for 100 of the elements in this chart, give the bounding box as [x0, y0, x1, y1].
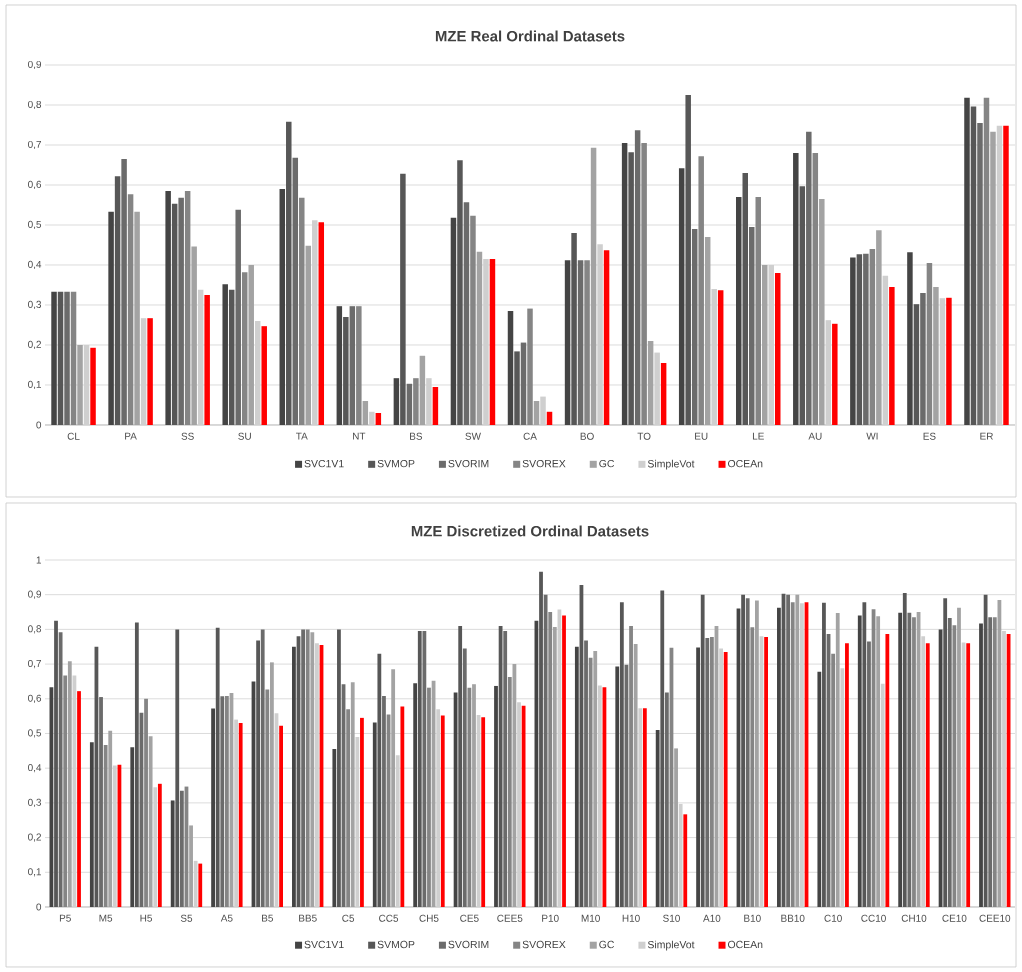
x-tick-label: CC5 — [379, 914, 399, 922]
bar — [902, 592, 907, 907]
bar — [503, 631, 508, 907]
bar — [762, 264, 768, 425]
legend-label: SVMOP — [377, 940, 415, 949]
bar — [755, 196, 761, 425]
bar — [619, 602, 624, 907]
bar — [70, 291, 77, 425]
bar — [318, 222, 325, 425]
bar — [343, 316, 349, 425]
x-tick-label: TO — [637, 432, 651, 440]
x-tick-label: CL — [67, 432, 80, 440]
x-tick-label: CEE10 — [979, 914, 1011, 922]
bar — [127, 194, 134, 425]
bar — [574, 646, 579, 907]
bar — [494, 685, 498, 907]
bar — [463, 202, 470, 425]
bar — [990, 131, 996, 425]
bar — [440, 715, 445, 907]
bar — [633, 643, 638, 907]
bar — [876, 230, 882, 425]
bar — [983, 594, 988, 907]
bar — [178, 197, 184, 425]
x-tick-label: C10 — [824, 914, 842, 922]
bar — [527, 308, 533, 425]
bar — [696, 647, 700, 907]
bar — [189, 825, 193, 907]
x-tick-label: EU — [695, 432, 708, 440]
bar — [375, 412, 382, 425]
bar — [966, 643, 971, 907]
bar — [134, 211, 140, 425]
bar — [362, 400, 369, 425]
y-tick-label: 0,1 — [28, 868, 42, 877]
bar — [603, 250, 610, 425]
bar — [755, 600, 759, 907]
bar — [970, 106, 977, 425]
bar — [450, 217, 457, 425]
bar — [467, 687, 472, 907]
x-tick-label: TA — [296, 432, 308, 440]
bar — [54, 620, 58, 907]
bar — [299, 197, 305, 425]
bar — [346, 709, 351, 907]
bar — [628, 152, 634, 425]
bar — [372, 722, 377, 907]
y-tick-label: 0,6 — [28, 694, 42, 703]
bar — [664, 692, 669, 907]
bar — [898, 612, 903, 907]
bar — [926, 262, 933, 425]
bar — [507, 676, 512, 907]
bar — [279, 725, 283, 907]
bar — [933, 286, 939, 425]
bar — [750, 627, 755, 907]
bar — [856, 254, 863, 425]
bar — [261, 326, 267, 425]
y-tick-label: 0,4 — [28, 260, 42, 270]
bar — [157, 783, 162, 907]
bar — [99, 697, 103, 907]
bar — [817, 671, 822, 907]
bar — [241, 272, 248, 425]
bar — [717, 290, 724, 425]
legend-label: OCEAn — [728, 459, 763, 468]
bar — [336, 306, 343, 425]
legend-label: GC — [599, 459, 615, 468]
bar — [548, 612, 553, 907]
bar — [634, 130, 641, 425]
bar — [641, 142, 647, 425]
bar — [337, 629, 341, 907]
bar — [64, 291, 70, 425]
bar — [77, 344, 83, 425]
bar — [462, 648, 467, 907]
bar — [795, 594, 800, 907]
bar — [552, 626, 557, 907]
y-tick-label: 0 — [36, 421, 42, 429]
y-tick-label: 0,2 — [28, 340, 41, 350]
x-tick-label: LE — [752, 432, 764, 440]
bar — [238, 723, 243, 907]
bar — [215, 627, 220, 907]
y-tick-label: 0,2 — [28, 833, 41, 842]
bar — [51, 291, 57, 425]
bar — [983, 97, 990, 425]
bar — [58, 632, 63, 907]
x-tick-label: A5 — [220, 914, 233, 922]
bar — [165, 190, 171, 425]
y-tick-label: 0,8 — [28, 625, 42, 634]
bar — [130, 747, 135, 907]
bar — [913, 304, 920, 425]
x-tick-label: H10 — [622, 914, 640, 922]
bar — [457, 160, 463, 425]
bar — [615, 666, 620, 907]
bar — [655, 730, 660, 907]
x-tick-label: BB10 — [781, 914, 805, 922]
x-tick-label: CA — [523, 432, 537, 440]
bar — [514, 351, 520, 425]
x-tick-label: P5 — [59, 914, 71, 922]
bar — [256, 640, 260, 907]
x-tick-label: CH10 — [901, 914, 927, 922]
y-tick-label: 0,6 — [28, 180, 42, 190]
bar — [704, 236, 711, 425]
x-tick-label: BO — [580, 432, 594, 440]
bar — [857, 615, 862, 907]
